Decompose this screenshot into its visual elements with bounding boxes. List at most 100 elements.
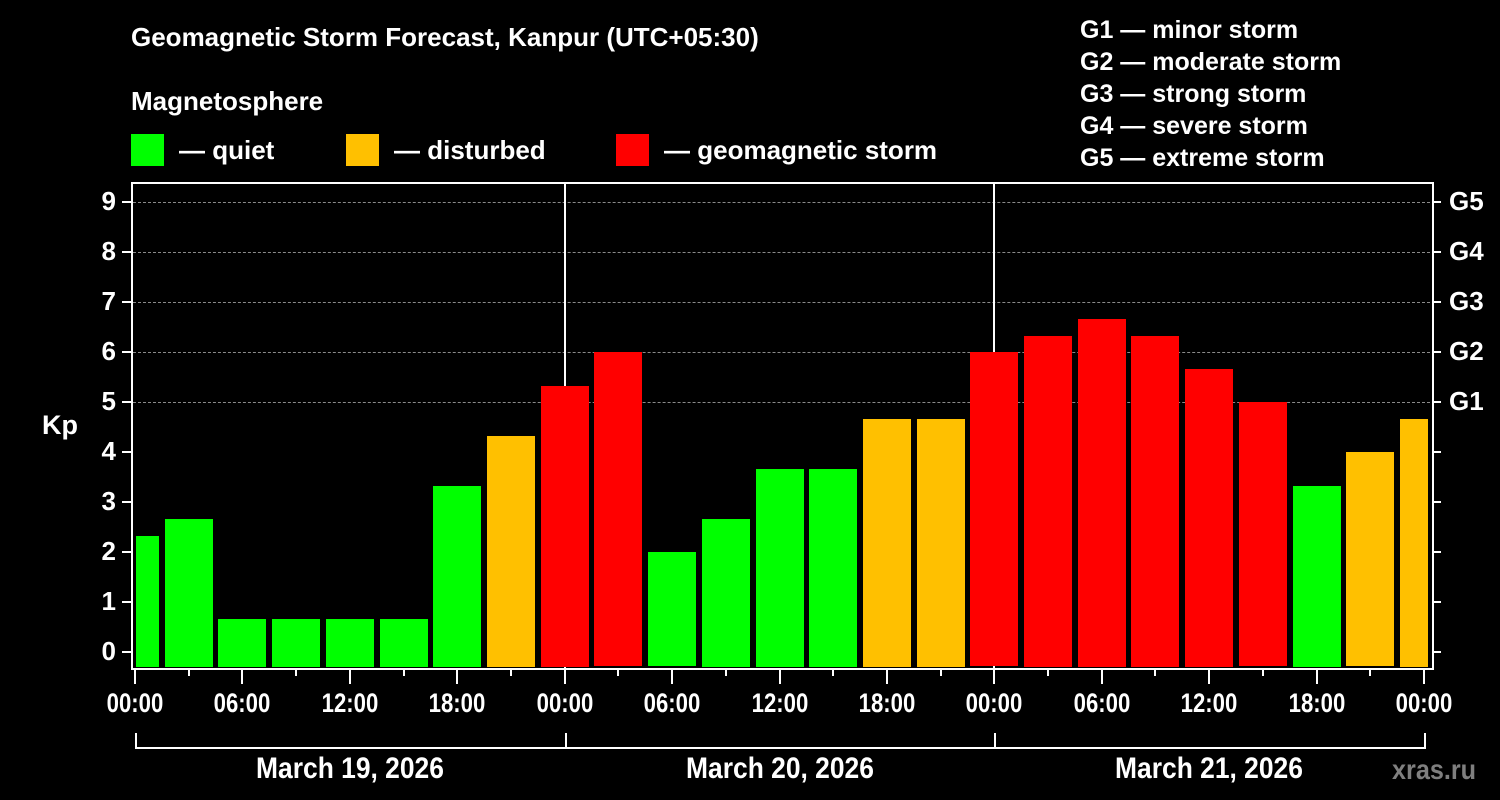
right-y-tick [1432, 301, 1441, 303]
kp-bar [1024, 336, 1072, 667]
x-tick-label: 00:00 [106, 688, 164, 718]
day-bracket-line [135, 747, 1426, 749]
day-label: March 21, 2026 [1115, 752, 1303, 785]
kp-bar [1131, 336, 1179, 667]
x-tick [188, 668, 190, 676]
day-label: March 19, 2026 [256, 752, 444, 785]
x-tick [241, 668, 243, 684]
x-tick [295, 668, 297, 676]
legend-disturbed-label: — disturbed [394, 134, 546, 165]
gridline-kp-6 [133, 352, 1430, 353]
kp-bar [1400, 419, 1428, 667]
watermark: xras.ru [1392, 754, 1477, 785]
kp-bar [917, 419, 965, 667]
y-tick [122, 451, 131, 453]
day-bracket-tick [1424, 733, 1426, 748]
kp-bar [380, 619, 428, 667]
x-tick [403, 668, 405, 676]
g4-legend: G4 — severe storm [1080, 112, 1308, 140]
kp-bar [272, 619, 320, 667]
g-scale-label: G2 [1449, 336, 1484, 366]
y-tick [122, 401, 131, 403]
kp-bar [702, 519, 750, 667]
x-tick [1101, 668, 1103, 684]
x-tick-label: 18:00 [1288, 688, 1346, 718]
kp-bar [1293, 486, 1341, 667]
y-tick-label: 6 [101, 336, 116, 366]
kp-bar [165, 519, 213, 667]
x-tick [1047, 668, 1049, 676]
right-y-tick [1432, 601, 1441, 603]
legend-quiet: — quiet [131, 134, 274, 166]
plot-frame [131, 182, 1434, 670]
g1-legend: G1 — minor storm [1080, 16, 1299, 44]
x-tick [779, 668, 781, 684]
x-tick [1369, 668, 1371, 676]
x-tick-label: 18:00 [858, 688, 916, 718]
legend-quiet-label: — quiet [179, 134, 275, 165]
g5-legend: G5 — extreme storm [1080, 144, 1325, 172]
x-tick [617, 668, 619, 676]
kp-bar [1239, 402, 1287, 666]
x-tick-label: 06:00 [1073, 688, 1131, 718]
kp-bar [1346, 452, 1394, 666]
right-y-tick [1432, 251, 1441, 253]
x-tick-label: 06:00 [643, 688, 701, 718]
g-scale-label: G5 [1449, 186, 1484, 216]
g3-legend: G3 — strong storm [1080, 80, 1307, 108]
g-scale-label: G4 [1449, 236, 1484, 266]
x-tick-label: 00:00 [536, 688, 594, 718]
y-tick [122, 501, 131, 503]
legend-storm: — geomagnetic storm [616, 134, 937, 166]
kp-bar [541, 386, 589, 667]
y-tick-label: 8 [101, 236, 116, 266]
x-tick [1262, 668, 1264, 676]
y-tick-label: 0 [101, 636, 116, 666]
kp-bar [756, 469, 804, 667]
y-tick [122, 251, 131, 253]
right-y-tick [1432, 401, 1441, 403]
kp-bar [970, 352, 1018, 666]
kp-bar [1185, 369, 1233, 667]
kp-bar [809, 469, 857, 667]
gridline-kp-8 [133, 252, 1430, 253]
x-tick [1423, 668, 1425, 684]
y-tick [122, 601, 131, 603]
gridline-kp-7 [133, 302, 1430, 303]
x-tick-label: 00:00 [1395, 688, 1453, 718]
x-tick [349, 668, 351, 684]
kp-axis-label: Kp [42, 410, 78, 440]
disturbed-swatch [346, 134, 379, 166]
gridline-kp-5 [133, 402, 1430, 403]
x-tick [1316, 668, 1318, 684]
x-tick [134, 668, 136, 684]
magnetosphere-heading: Magnetosphere [131, 86, 324, 116]
kp-bar [648, 552, 696, 666]
x-tick [993, 668, 995, 684]
y-tick-label: 1 [101, 586, 116, 616]
x-tick [456, 668, 458, 684]
gridline-kp-9 [133, 202, 1430, 203]
x-tick [1154, 668, 1156, 676]
x-tick [886, 668, 888, 684]
kp-bar [433, 486, 481, 667]
day-bracket-tick [135, 733, 137, 748]
x-tick [510, 668, 512, 676]
kp-bar [1078, 319, 1126, 667]
right-y-tick [1432, 551, 1441, 553]
right-y-tick [1432, 351, 1441, 353]
kp-bar [218, 619, 266, 667]
legend-disturbed: — disturbed [346, 134, 546, 166]
y-tick [122, 301, 131, 303]
kp-bar [136, 536, 159, 667]
day-bracket-tick [994, 733, 996, 748]
y-tick-label: 5 [101, 386, 116, 416]
g-scale-label: G1 [1449, 386, 1484, 416]
x-tick [940, 668, 942, 676]
kp-bar [487, 436, 535, 667]
x-tick [671, 668, 673, 684]
y-tick [122, 201, 131, 203]
storm-swatch [616, 134, 649, 166]
day-label: March 20, 2026 [686, 752, 874, 785]
legend-storm-label: — geomagnetic storm [664, 134, 938, 165]
